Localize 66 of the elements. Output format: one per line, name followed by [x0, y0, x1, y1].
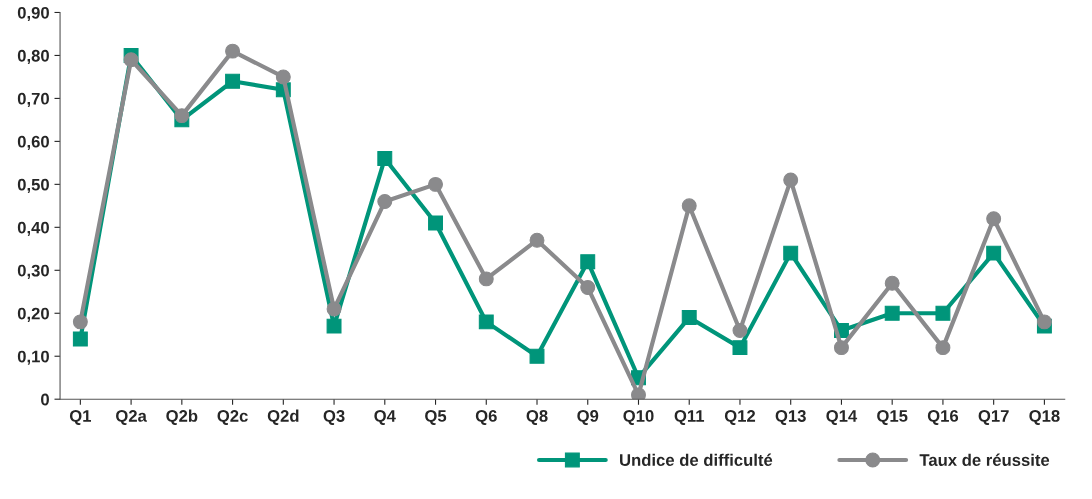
point [326, 301, 342, 317]
point [225, 73, 241, 89]
x-tick-label: Q18 [1029, 410, 1060, 425]
x-tick-label: Q14 [826, 410, 858, 425]
y-tick-label: 0,90 [17, 6, 49, 22]
point [580, 280, 596, 295]
y-tick-label: 0,70 [17, 92, 49, 108]
point [833, 340, 849, 356]
point [935, 340, 951, 356]
point [732, 322, 748, 338]
x-tick-label: Q10 [623, 410, 654, 425]
point [884, 305, 900, 321]
point [174, 108, 190, 124]
x-tick-label: Q1 [69, 410, 92, 425]
x-tick-label: Q4 [374, 410, 396, 425]
legend-label: Undice de difficulté [620, 453, 773, 466]
x-tick-label: Q12 [724, 410, 756, 425]
point [377, 194, 393, 209]
point [631, 387, 646, 400]
x-tick-label: Q13 [775, 410, 806, 425]
x-tick-label: Q11 [674, 410, 705, 425]
point [884, 275, 900, 291]
x-tick-label: Q16 [927, 410, 959, 425]
point [428, 176, 443, 192]
point [275, 69, 291, 85]
point [428, 215, 443, 231]
point [123, 52, 139, 68]
point [935, 305, 951, 321]
point [732, 340, 748, 356]
y-tick-label: 0,30 [17, 264, 49, 279]
point [529, 348, 545, 364]
point [783, 172, 799, 188]
x-tick-label: Q8 [526, 410, 548, 425]
point [681, 198, 697, 214]
point [580, 254, 596, 270]
x-tick-label: Q6 [475, 410, 497, 425]
y-tick-label: 0,50 [17, 178, 49, 193]
point [783, 245, 799, 261]
legend-label: Taux de réussite [919, 453, 1050, 466]
y-tick-label: 0,20 [17, 307, 49, 322]
x-tick-label: Q2c [217, 410, 248, 425]
point [986, 245, 1002, 261]
x-tick-label: Q2d [267, 409, 299, 425]
y-tick-label: 0,40 [17, 221, 49, 236]
x-tick-label: Q15 [877, 410, 908, 425]
y-tick-label: 0 [41, 393, 49, 406]
y-tick-label: 0,60 [17, 135, 49, 150]
x-tick-label: Q17 [978, 410, 1009, 425]
point [72, 314, 88, 330]
y-tick-label: 0,10 [17, 350, 49, 365]
point [1036, 314, 1052, 330]
point [529, 232, 545, 248]
point [225, 43, 241, 59]
point [478, 271, 494, 287]
point [72, 331, 88, 347]
x-tick-label: Q2b [166, 409, 198, 425]
point [377, 151, 393, 167]
x-tick-label: Q3 [323, 410, 345, 425]
point [478, 314, 494, 330]
x-tick-label: Q2a [116, 410, 147, 425]
point [681, 310, 697, 326]
x-tick-label: Q9 [577, 410, 599, 425]
y-tick-label: 0,80 [17, 49, 49, 65]
point [986, 211, 1002, 227]
point [326, 318, 342, 334]
x-tick-label: Q5 [425, 410, 447, 425]
